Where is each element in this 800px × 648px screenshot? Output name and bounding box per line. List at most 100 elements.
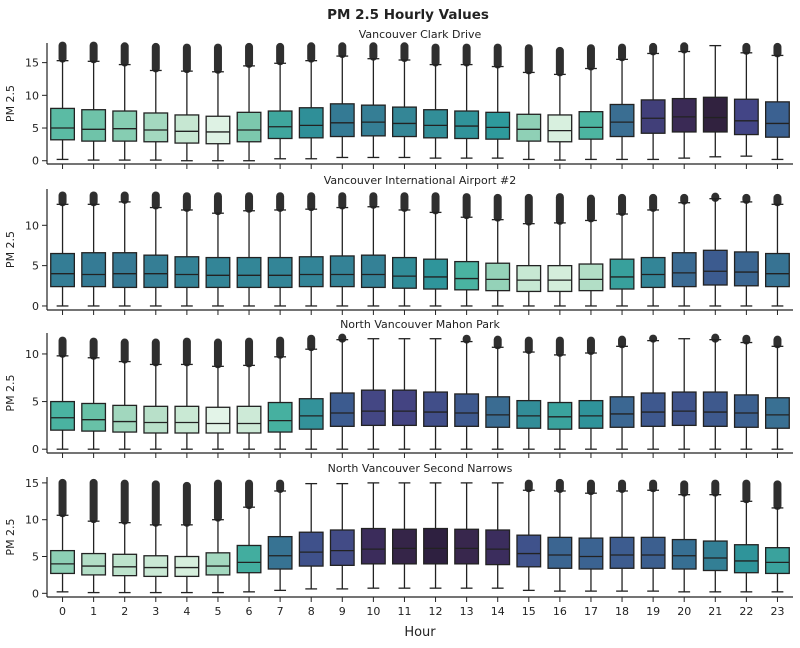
panel-3-title: North Vancouver Mahon Park (340, 318, 500, 331)
xtick-label: 23 (770, 605, 784, 618)
box (236, 544, 262, 574)
box (516, 264, 542, 293)
box (143, 254, 169, 289)
box (112, 553, 138, 577)
box (329, 103, 355, 138)
xtick-label: 16 (553, 605, 567, 618)
box (81, 252, 107, 288)
box (671, 538, 697, 570)
box (485, 529, 511, 566)
box (267, 110, 293, 140)
box (640, 392, 666, 427)
xtick-label: 4 (183, 605, 190, 618)
box (733, 394, 759, 428)
xtick-label: 1 (90, 605, 97, 618)
box (578, 537, 604, 570)
box (702, 391, 728, 427)
box (174, 256, 200, 289)
box (516, 113, 542, 142)
box (423, 109, 449, 139)
figure-xlabel: Hour (404, 625, 436, 640)
panel-4-ytick-label: 0 (32, 587, 39, 600)
box (547, 264, 573, 293)
box (329, 392, 355, 427)
box (360, 254, 386, 289)
xtick-label: 3 (152, 605, 159, 618)
box (50, 107, 76, 141)
box (764, 101, 790, 138)
xtick-label: 0 (59, 605, 66, 618)
xtick-label: 20 (677, 605, 691, 618)
panel-3-ytick-label: 5 (32, 396, 39, 409)
box (671, 97, 697, 133)
box (640, 536, 666, 569)
xtick-label: 11 (397, 605, 411, 618)
panel-4-ytick-label: 10 (25, 514, 39, 527)
panel-2-ytick-label: 10 (25, 219, 39, 232)
box (112, 404, 138, 433)
xtick-label: 18 (615, 605, 629, 618)
xtick-label: 12 (429, 605, 443, 618)
box (640, 256, 666, 289)
box (547, 536, 573, 569)
box (298, 531, 324, 567)
box (640, 99, 666, 134)
box (764, 397, 790, 429)
box (609, 396, 635, 428)
xtick-label: 19 (646, 605, 660, 618)
box (609, 258, 635, 290)
box (516, 399, 542, 429)
box (764, 547, 790, 575)
box (391, 256, 417, 289)
box (143, 555, 169, 578)
panel-2-ytick-label: 5 (32, 260, 39, 273)
xtick-label: 15 (522, 605, 536, 618)
box (329, 255, 355, 288)
box (423, 527, 449, 565)
panel-1-title: Vancouver Clark Drive (359, 28, 482, 41)
box (454, 260, 480, 291)
panel-2-ytick-label: 0 (32, 300, 39, 313)
box (764, 252, 790, 288)
box (609, 103, 635, 138)
box (485, 262, 511, 292)
box (81, 109, 107, 142)
box (578, 111, 604, 140)
panel-3-ytick-label: 0 (32, 443, 39, 456)
box (485, 111, 511, 140)
xtick-label: 9 (339, 605, 346, 618)
box (671, 252, 697, 288)
xtick-label: 10 (366, 605, 380, 618)
panel-3-ylabel: PM 2.5 (4, 374, 17, 411)
figure-title: PM 2.5 Hourly Values (327, 7, 489, 23)
box (205, 256, 231, 289)
box (50, 252, 76, 288)
box (391, 389, 417, 427)
box (454, 528, 480, 565)
box (81, 552, 107, 576)
box (50, 400, 76, 431)
panel-4-ylabel: PM 2.5 (4, 518, 17, 555)
box (702, 249, 728, 286)
box (578, 399, 604, 429)
box (360, 389, 386, 427)
box (236, 405, 262, 434)
xtick-label: 21 (708, 605, 722, 618)
box (267, 256, 293, 289)
box (516, 534, 542, 568)
box (329, 529, 355, 566)
box (298, 398, 324, 430)
box (578, 263, 604, 292)
box (81, 402, 107, 432)
box (267, 535, 293, 570)
box (391, 528, 417, 565)
xtick-label: 14 (491, 605, 505, 618)
box (547, 401, 573, 430)
box (733, 98, 759, 136)
xtick-label: 5 (214, 605, 221, 618)
box (391, 106, 417, 138)
panel-4-title: North Vancouver Second Narrows (328, 462, 513, 475)
box (205, 115, 231, 145)
box (423, 258, 449, 290)
